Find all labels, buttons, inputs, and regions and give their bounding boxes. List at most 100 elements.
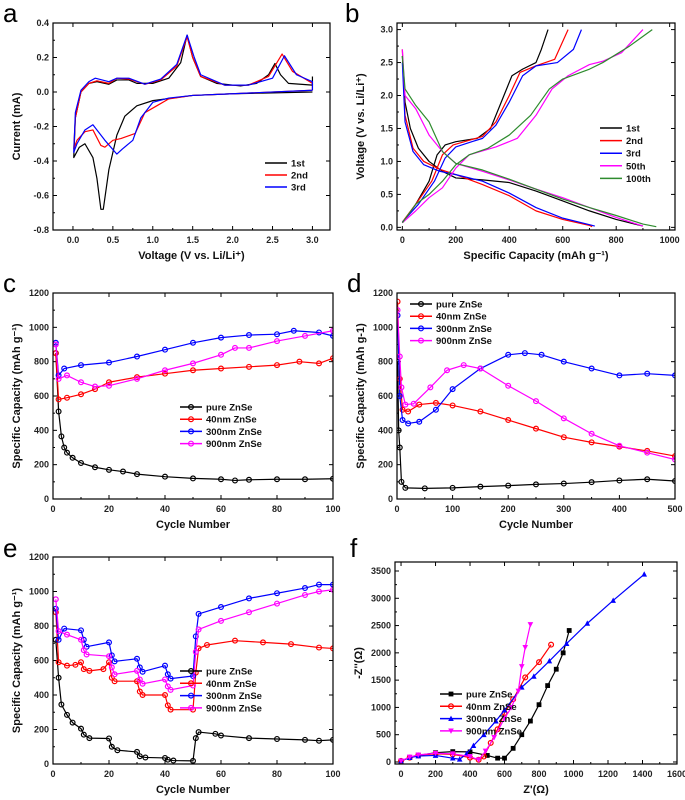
data-point xyxy=(501,707,508,713)
data-point xyxy=(170,757,177,764)
y-tick-label: 200 xyxy=(378,460,393,470)
data-point xyxy=(274,362,281,369)
x-axis-label: Cycle Number xyxy=(156,519,231,531)
data-point xyxy=(77,636,84,643)
data-point xyxy=(475,757,482,763)
data-point xyxy=(218,476,225,483)
data-point xyxy=(330,475,333,482)
legend-item: 1st xyxy=(265,159,306,170)
series-100th xyxy=(401,29,657,228)
legend-label: 300nm ZnSe xyxy=(436,324,492,335)
series-line xyxy=(55,330,333,388)
y-tick-label: 600 xyxy=(34,656,49,666)
data-point xyxy=(91,464,98,471)
data-point xyxy=(204,641,211,648)
data-point xyxy=(467,749,473,755)
data-point xyxy=(246,363,253,370)
data-point xyxy=(164,756,171,763)
series-40nm-znse xyxy=(53,609,333,713)
panel-d: d 0 100 200 300 400 500 0 200 400 600 800 1000 1200 Cy… xyxy=(347,268,683,531)
series-300nm-znse xyxy=(398,571,648,764)
y-tick-label: 0 xyxy=(44,494,49,504)
legend-item: 900nm ZnSe xyxy=(440,726,522,737)
x-tick-label: 1.5 xyxy=(186,235,199,245)
series-1st xyxy=(73,34,314,210)
legend-item: 300nm ZnSe xyxy=(440,714,522,725)
legend-marker xyxy=(418,325,425,332)
legend-label: 3rd xyxy=(626,149,641,160)
plot-area xyxy=(73,34,314,210)
y-tick-label: 3500 xyxy=(371,566,391,576)
plot-frame xyxy=(52,22,331,231)
x-axis-label: Voltage (V vs. Li/Li⁺) xyxy=(138,250,245,262)
data-point xyxy=(246,609,253,616)
x-tick-label: 20 xyxy=(104,769,114,779)
y-tick-label: 800 xyxy=(378,357,393,367)
y-tick-label: 1200 xyxy=(29,288,49,298)
legend-label: pure ZnSe xyxy=(206,667,252,678)
data-point xyxy=(531,673,537,679)
y-axis-label: Specific Capacity (mAh g-1) xyxy=(355,323,367,469)
panel-b: b 0 200 400 600 800 1000 0.0 0.5 1.0 1.5 2.0 2.5 3.0 S… xyxy=(345,0,680,262)
data-point xyxy=(493,718,499,724)
legend-label: 100th xyxy=(626,174,651,185)
data-point xyxy=(212,730,219,737)
data-point xyxy=(218,732,225,739)
legend-marker xyxy=(448,715,454,721)
plot-area xyxy=(53,327,333,484)
legend-marker xyxy=(188,704,195,711)
data-point xyxy=(616,372,623,379)
panel-letter: a xyxy=(3,0,18,28)
data-point xyxy=(105,379,112,386)
data-point xyxy=(111,678,118,685)
data-point xyxy=(330,581,333,588)
legend-label: 900nm ZnSe xyxy=(466,726,522,737)
y-tick-label: 2.0 xyxy=(380,91,393,101)
y-tick-label: 0 xyxy=(44,759,49,769)
data-point xyxy=(449,484,456,491)
x-tick-label: 0 xyxy=(50,769,55,779)
x-axis-label: Cycle Number xyxy=(499,519,574,531)
data-point xyxy=(80,647,87,654)
data-point xyxy=(55,375,62,382)
x-axis-label: Z'(Ω) xyxy=(523,784,549,796)
x-tick-label: 0 xyxy=(394,504,399,514)
x-tick-label: 600 xyxy=(497,769,512,779)
y-tick-label: -0.2 xyxy=(33,122,49,132)
data-point xyxy=(449,755,456,761)
data-point xyxy=(508,705,515,711)
data-point xyxy=(477,483,484,490)
data-point xyxy=(302,476,309,483)
data-point xyxy=(162,473,169,480)
discharge-curve xyxy=(401,55,644,227)
data-point xyxy=(616,442,623,449)
data-point xyxy=(521,350,528,357)
x-tick-label: 0.0 xyxy=(67,235,80,245)
data-point xyxy=(588,365,595,372)
x-tick-label: 100 xyxy=(325,504,340,514)
legend-label: 40nm ZnSe xyxy=(206,679,257,690)
panel-letter: c xyxy=(3,268,16,298)
x-tick-label: 20 xyxy=(104,504,114,514)
data-point xyxy=(641,571,648,577)
data-point xyxy=(86,735,93,742)
legend-item: pure ZnSe xyxy=(440,690,512,701)
data-point xyxy=(167,706,174,713)
data-point xyxy=(449,751,456,757)
data-point xyxy=(195,626,202,633)
y-tick-label: -0.8 xyxy=(33,225,49,235)
data-point xyxy=(484,753,490,758)
series-40nm-znse xyxy=(53,350,333,403)
data-point xyxy=(105,382,112,389)
y-tick-label: 400 xyxy=(34,690,49,700)
y-tick-label: 600 xyxy=(34,391,49,401)
x-tick-label: 1400 xyxy=(632,769,652,779)
data-point xyxy=(316,588,323,595)
series-line xyxy=(55,353,333,401)
legend-label: 1st xyxy=(291,159,306,170)
data-point xyxy=(136,676,143,683)
data-point xyxy=(444,367,451,374)
data-point xyxy=(491,735,497,741)
